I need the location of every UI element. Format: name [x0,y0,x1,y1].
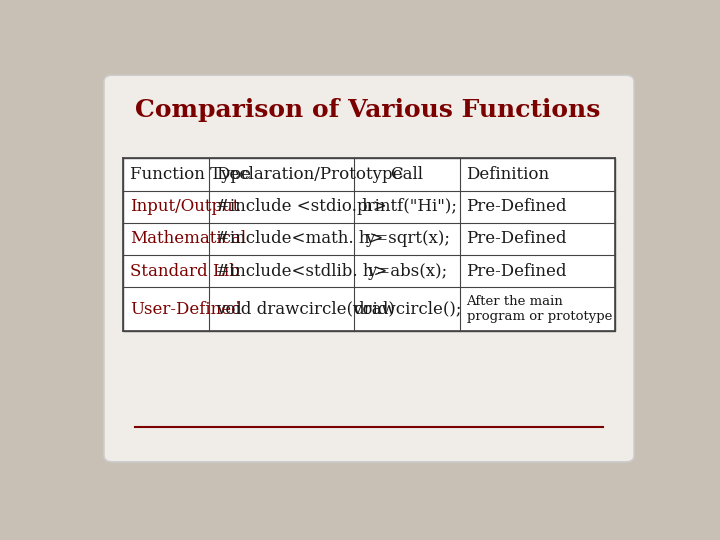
Text: Pre-Defined: Pre-Defined [467,263,567,280]
Text: Standard Lib: Standard Lib [130,263,240,280]
Text: Input/Output: Input/Output [130,198,240,215]
Text: Function Type: Function Type [130,166,251,183]
Text: #include <stdio. h>: #include <stdio. h> [216,198,387,215]
Text: #include<stdlib. h>: #include<stdlib. h> [216,263,387,280]
Text: printf("Hi");: printf("Hi"); [356,198,457,215]
Text: User-Defined: User-Defined [130,301,242,318]
Bar [124,158,615,331]
Text: Definition: Definition [467,166,549,183]
Text: y=sqrt(x);: y=sqrt(x); [364,231,449,247]
FancyBboxPatch shape [104,75,634,462]
Text: Declaration/Prototype: Declaration/Prototype [216,166,402,183]
Text: Pre-Defined: Pre-Defined [467,231,567,247]
Text: Mathematical: Mathematical [130,231,246,247]
Text: void drawcircle(void): void drawcircle(void) [216,301,395,318]
Text: drawcircle();: drawcircle(); [353,301,462,318]
Text: y=abs(x);: y=abs(x); [367,263,447,280]
Text: Pre-Defined: Pre-Defined [467,198,567,215]
Text: Call: Call [390,166,423,183]
Text: #include<math. h>: #include<math. h> [216,231,384,247]
Text: After the main
program or prototype: After the main program or prototype [467,295,612,323]
Text: Comparison of Various Functions: Comparison of Various Functions [135,98,600,122]
